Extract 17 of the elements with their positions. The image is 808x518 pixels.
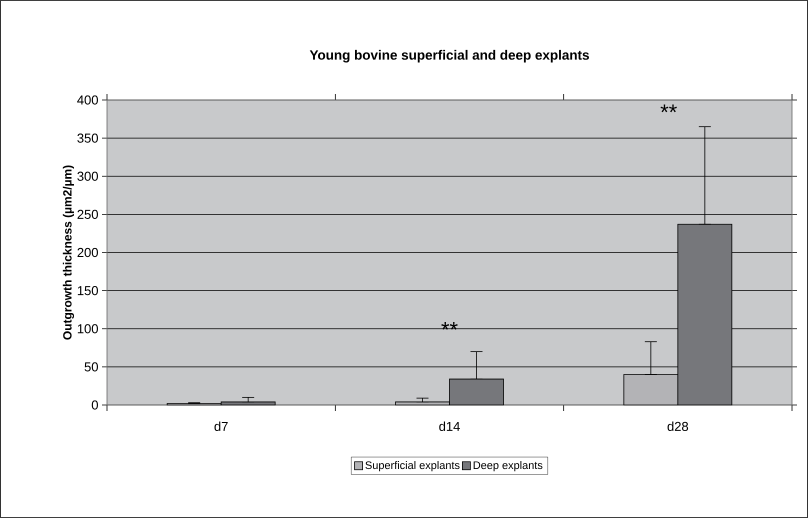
y-tick-label: 400 — [77, 95, 98, 105]
y-tick-label: 300 — [77, 172, 98, 181]
y-axis-title: Outgrowth thickness (µm2/µm) — [62, 166, 74, 340]
x-tick-label: d28 — [668, 422, 688, 432]
y-tick-label: 250 — [78, 210, 98, 219]
legend-label: Superficial explants — [365, 461, 460, 472]
legend-label: Deep explants — [474, 461, 542, 472]
y-tick-label: 200 — [78, 248, 98, 258]
y-tick-label: 50 — [84, 362, 98, 372]
x-tick-label: d14 — [439, 422, 460, 432]
x-tick-label: d7 — [214, 422, 228, 432]
y-tick-label: 100 — [78, 324, 98, 334]
y-tick-label: 150 — [78, 286, 98, 296]
chart-title: Young bovine superficial and deep explants — [310, 50, 589, 62]
y-tick-label: 350 — [77, 134, 98, 143]
y-tick-label: 0 — [92, 400, 98, 410]
annotation: ** — [660, 104, 677, 112]
